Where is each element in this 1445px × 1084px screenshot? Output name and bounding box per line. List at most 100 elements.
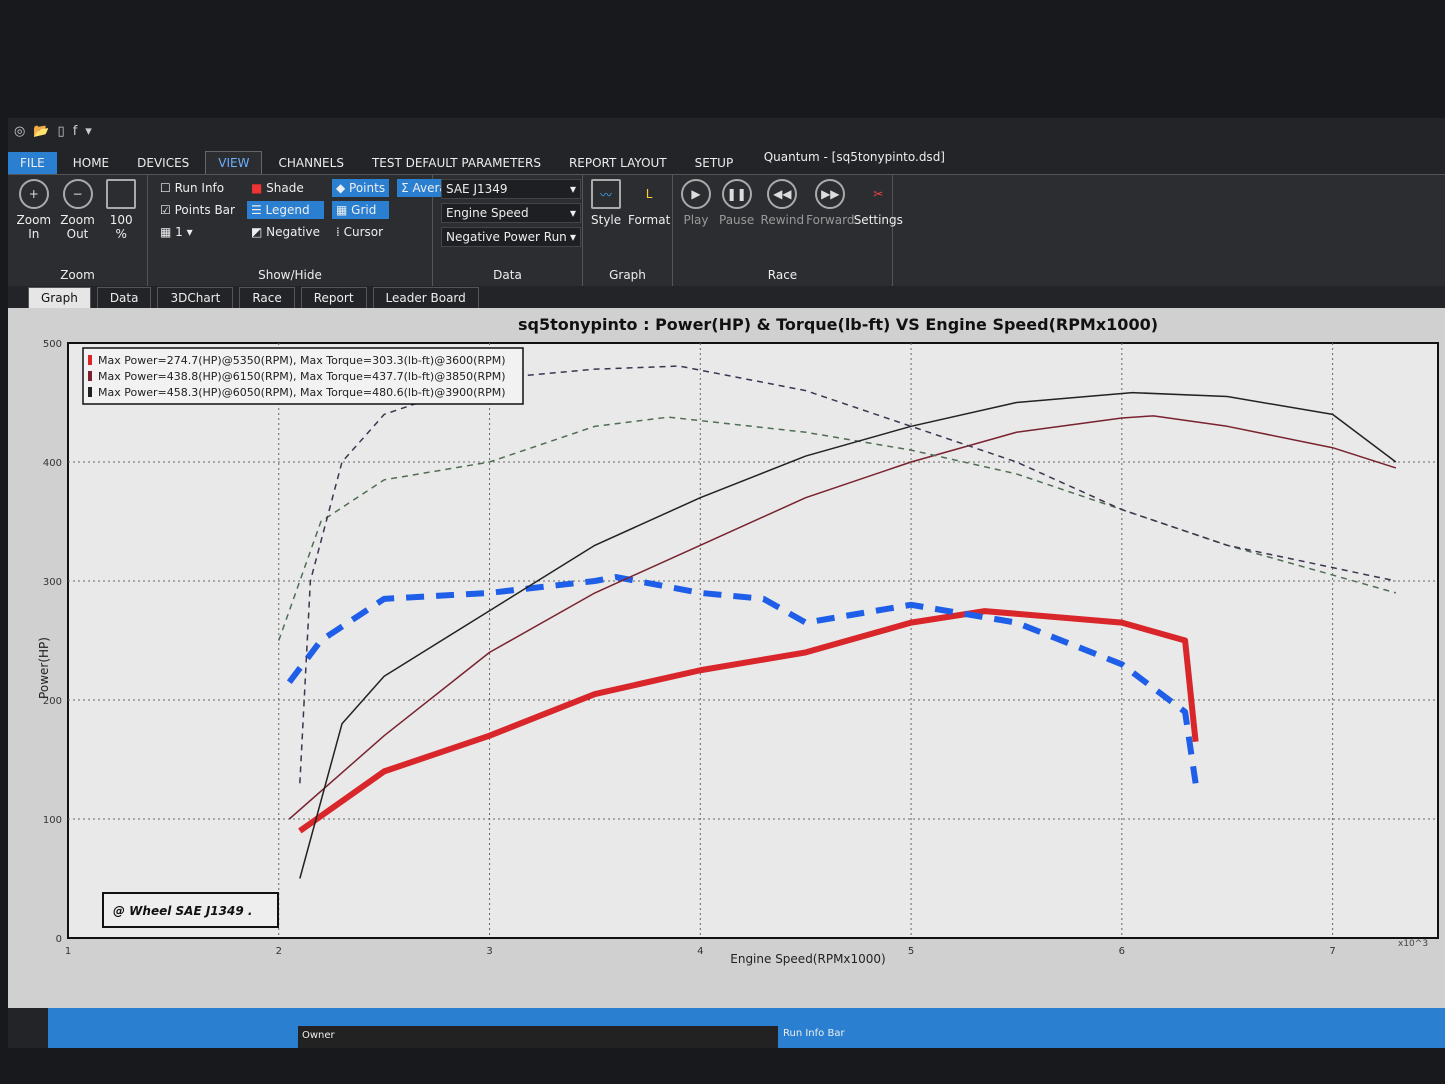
x-channel-value: Engine Speed xyxy=(446,206,529,220)
rewind-icon: ◀◀ xyxy=(767,179,798,209)
points-label: Points xyxy=(349,181,386,195)
run-info-checkbox[interactable]: ☐ Run Info xyxy=(160,181,225,195)
style-label: Style xyxy=(591,213,622,227)
new-icon[interactable]: ▯ xyxy=(57,123,65,139)
zoom-in-label: Zoom In xyxy=(16,213,52,241)
x-channel-select[interactable]: Engine Speed ▾ xyxy=(441,203,581,223)
x-tick-label: 5 xyxy=(908,946,914,957)
app-icon[interactable]: ◎ xyxy=(14,123,26,139)
data-group: SAE J1349 ▾ Engine Speed ▾ Negative Power … xyxy=(433,175,583,286)
series-run3-torque xyxy=(299,365,1397,784)
tab-view[interactable]: VIEW xyxy=(205,151,263,174)
race-group-label: Race xyxy=(767,268,798,282)
zoom-out-label: Zoom Out xyxy=(60,213,95,241)
y-tick-label: 300 xyxy=(43,577,62,588)
series-run1-power xyxy=(298,608,1199,834)
count-select[interactable]: ▦ 1 ▾ xyxy=(160,225,193,239)
settings-button[interactable]: ✂ Settings xyxy=(854,179,903,282)
zoom-in-button[interactable]: + Zoom In xyxy=(16,179,52,282)
legend-box xyxy=(82,347,524,405)
doc-tab-report[interactable]: Report xyxy=(300,287,367,308)
doc-tab-leader-board[interactable]: Leader Board xyxy=(372,287,479,308)
zoom-out-icon: − xyxy=(62,179,93,209)
pause-button[interactable]: ❚❚ Pause xyxy=(719,179,754,282)
zoom-out-button[interactable]: − Zoom Out xyxy=(60,179,96,282)
x-tick-label: 7 xyxy=(1329,946,1335,957)
open-icon[interactable]: 📂 xyxy=(33,123,50,139)
cursor-button[interactable]: ⁞ Cursor xyxy=(335,225,384,239)
x-axis-label: Engine Speed(RPMx1000) xyxy=(730,952,886,966)
zoom-in-icon: + xyxy=(18,179,49,209)
negative-button[interactable]: ◩ Negative xyxy=(250,225,320,239)
settings-label: Settings xyxy=(853,213,903,227)
facebook-icon[interactable]: f xyxy=(72,123,78,139)
page-icon xyxy=(106,179,137,209)
tab-file[interactable]: FILE xyxy=(8,152,57,174)
shade-label: Shade xyxy=(266,181,304,195)
doc-tab-data[interactable]: Data xyxy=(96,287,152,308)
shade-button[interactable]: ■ Shade xyxy=(247,179,324,197)
tab-home[interactable]: HOME xyxy=(72,156,110,170)
format-icon: L xyxy=(645,187,653,201)
doc-tab-graph[interactable]: Graph xyxy=(28,287,91,308)
points-bar-checkbox[interactable]: ☑ Points Bar xyxy=(160,203,235,217)
legend-swatch xyxy=(88,355,92,365)
legend-button[interactable]: ☰ Legend xyxy=(246,201,324,219)
run-type-value: Negative Power Run xyxy=(446,230,567,244)
legend: Max Power=274.7(HP)@5350(RPM), Max Torqu… xyxy=(82,347,524,405)
y-tick-label: 200 xyxy=(43,696,62,707)
play-button[interactable]: ▶ Play xyxy=(681,179,711,282)
menu-tabs: FILE HOME DEVICES VIEW CHANNELS TEST DEF… xyxy=(8,144,1445,174)
series-run2-torque xyxy=(278,416,1397,641)
tab-test-default-parameters[interactable]: TEST DEFAULT PARAMETERS xyxy=(371,156,541,170)
series-run3-power xyxy=(299,391,1397,879)
dropdown-icon[interactable]: ▾ xyxy=(85,123,92,139)
race-group: ▶ Play ❚❚ Pause ◀◀ Rewind ▶▶ Forward ✂ Settin… xyxy=(673,175,903,286)
plot-area xyxy=(67,342,1439,939)
chart-title: sq5tonypinto : Power(HP) & Torque(lb-ft)… xyxy=(518,315,1158,334)
style-icon: 〰 xyxy=(591,179,622,209)
y-tick-label: 500 xyxy=(43,339,62,350)
x-multiplier-label: x10^3 xyxy=(1398,939,1428,949)
legend-item: Max Power=274.7(HP)@5350(RPM), Max Torqu… xyxy=(98,354,506,367)
legend-swatch xyxy=(88,387,92,397)
zoom-group-label: Zoom xyxy=(60,268,95,282)
run-info-label: Run Info xyxy=(174,181,225,195)
owner-field[interactable]: Owner xyxy=(298,1026,778,1048)
points-bar-label: Points Bar xyxy=(174,203,235,217)
legend-label: Legend xyxy=(265,203,310,217)
rewind-button[interactable]: ◀◀ Rewind xyxy=(761,179,804,282)
run-type-select[interactable]: Negative Power Run ▾ xyxy=(441,227,581,247)
format-button[interactable]: L Format xyxy=(628,179,671,282)
show-hide-group: ☐ Run Info ☑ Points Bar ▦ 1 ▾ ■ Shade ☰ … xyxy=(148,175,466,286)
app-window: ◎ 📂 ▯ f ▾ FILE HOME DEVICES VIEW CHANNELS TE… xyxy=(8,118,1445,1048)
style-button[interactable]: 〰 Style xyxy=(591,179,621,282)
doc-tab-race[interactable]: Race xyxy=(239,287,295,308)
y-tick-label: 0 xyxy=(56,934,62,945)
points-button[interactable]: ◆ Points xyxy=(331,179,390,197)
forward-label: Forward xyxy=(806,213,855,227)
window-title: Quantum - [sq5tonypinto.dsd] xyxy=(763,150,945,164)
tab-channels[interactable]: CHANNELS xyxy=(278,156,344,170)
negative-label: Negative xyxy=(266,225,320,239)
tab-devices[interactable]: DEVICES xyxy=(137,156,190,170)
annotation-box xyxy=(102,892,279,928)
format-label: Format xyxy=(628,213,671,227)
dyno-chart: sq5tonypinto : Power(HP) & Torque(lb-ft)… xyxy=(37,315,1439,966)
tab-report-layout[interactable]: REPORT LAYOUT xyxy=(568,156,667,170)
pause-label: Pause xyxy=(719,213,755,227)
grid-button[interactable]: ▦ Grid xyxy=(331,201,390,219)
zoom-100-button[interactable]: 100 % xyxy=(103,179,139,282)
play-label: Play xyxy=(683,213,709,227)
x-tick-label: 2 xyxy=(276,946,282,957)
legend-swatch xyxy=(88,371,92,381)
zoom-100-label: 100 % xyxy=(109,213,133,241)
run-info-bar: Run Info Bar xyxy=(783,1028,845,1039)
standard-select[interactable]: SAE J1349 ▾ xyxy=(441,179,581,199)
tab-setup[interactable]: SETUP xyxy=(694,156,734,170)
settings-icon: ✂ xyxy=(873,187,884,201)
y-axis-label: Power(HP) xyxy=(37,637,51,699)
doc-tab-3dchart[interactable]: 3DChart xyxy=(157,287,234,308)
x-tick-label: 1 xyxy=(65,946,71,957)
forward-button[interactable]: ▶▶ Forward xyxy=(806,179,854,282)
